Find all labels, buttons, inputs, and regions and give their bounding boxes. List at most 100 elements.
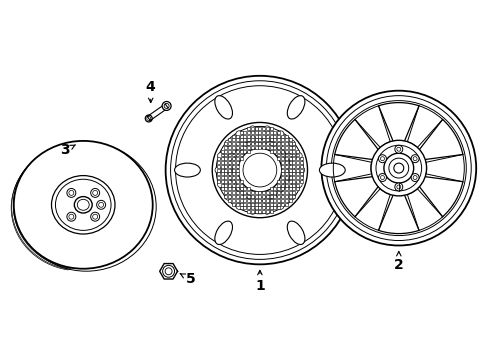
Bar (250, 142, 253, 145)
Bar (217, 176, 220, 179)
Circle shape (288, 140, 294, 147)
Circle shape (295, 153, 302, 159)
Bar (265, 131, 268, 134)
Bar (258, 203, 261, 206)
Bar (239, 191, 242, 194)
Bar (250, 206, 253, 209)
Bar (250, 199, 253, 202)
Bar (228, 180, 231, 183)
Bar (265, 199, 268, 202)
Bar (220, 165, 223, 168)
Bar (299, 168, 302, 172)
Ellipse shape (232, 143, 286, 197)
Bar (284, 191, 287, 194)
Bar (292, 142, 295, 145)
Bar (299, 172, 302, 175)
Bar (281, 172, 284, 175)
Bar (217, 180, 220, 183)
Circle shape (388, 158, 408, 178)
Bar (273, 142, 276, 145)
Bar (281, 165, 284, 168)
Bar (217, 157, 220, 160)
Circle shape (249, 198, 255, 204)
Bar (292, 172, 295, 175)
Bar (273, 191, 276, 194)
Bar (243, 199, 246, 202)
Bar (284, 165, 287, 168)
Bar (217, 161, 220, 164)
Bar (220, 161, 223, 164)
Bar (273, 206, 276, 209)
Bar (277, 131, 280, 134)
Bar (277, 157, 280, 160)
Bar (292, 184, 295, 186)
Bar (288, 150, 291, 153)
Bar (296, 188, 299, 190)
Circle shape (224, 194, 231, 200)
Circle shape (236, 192, 243, 198)
Circle shape (165, 76, 353, 264)
Circle shape (394, 145, 402, 153)
Bar (288, 180, 291, 183)
Bar (273, 139, 276, 141)
Bar (288, 168, 291, 172)
Bar (262, 210, 264, 213)
Circle shape (288, 167, 294, 173)
Ellipse shape (286, 96, 305, 119)
Bar (299, 176, 302, 179)
Bar (220, 157, 223, 160)
Bar (273, 188, 276, 190)
Bar (239, 150, 242, 153)
Bar (288, 199, 291, 202)
Bar (273, 203, 276, 206)
Bar (250, 131, 253, 134)
Ellipse shape (74, 197, 92, 213)
Bar (243, 195, 246, 198)
Ellipse shape (51, 176, 115, 234)
Bar (284, 146, 287, 149)
Bar (246, 139, 249, 141)
Bar (284, 161, 287, 164)
Bar (288, 139, 291, 141)
Bar (262, 146, 264, 149)
Bar (296, 161, 299, 164)
Circle shape (298, 167, 304, 173)
Circle shape (90, 212, 100, 221)
Bar (269, 142, 272, 145)
Bar (243, 206, 246, 209)
Bar (277, 188, 280, 190)
Ellipse shape (286, 221, 305, 244)
Bar (224, 184, 227, 186)
Circle shape (277, 203, 284, 210)
Circle shape (224, 140, 231, 147)
Bar (273, 135, 276, 138)
Bar (243, 131, 246, 134)
Bar (288, 146, 291, 149)
Bar (299, 157, 302, 160)
Bar (217, 168, 220, 172)
Bar (281, 157, 284, 160)
Circle shape (276, 192, 282, 198)
Bar (224, 146, 227, 149)
Bar (231, 153, 235, 157)
Bar (288, 176, 291, 179)
Bar (220, 176, 223, 179)
Bar (292, 176, 295, 179)
Circle shape (90, 188, 100, 197)
Circle shape (410, 155, 418, 163)
Circle shape (97, 201, 105, 209)
Bar (296, 180, 299, 183)
Bar (265, 203, 268, 206)
Bar (228, 172, 231, 175)
Bar (250, 195, 253, 198)
Bar (254, 142, 257, 145)
Bar (246, 146, 249, 149)
Bar (254, 135, 257, 138)
Bar (254, 203, 257, 206)
Bar (258, 146, 261, 149)
Bar (284, 135, 287, 138)
Bar (281, 188, 284, 190)
Bar (224, 176, 227, 179)
Bar (228, 161, 231, 164)
Bar (269, 139, 272, 141)
